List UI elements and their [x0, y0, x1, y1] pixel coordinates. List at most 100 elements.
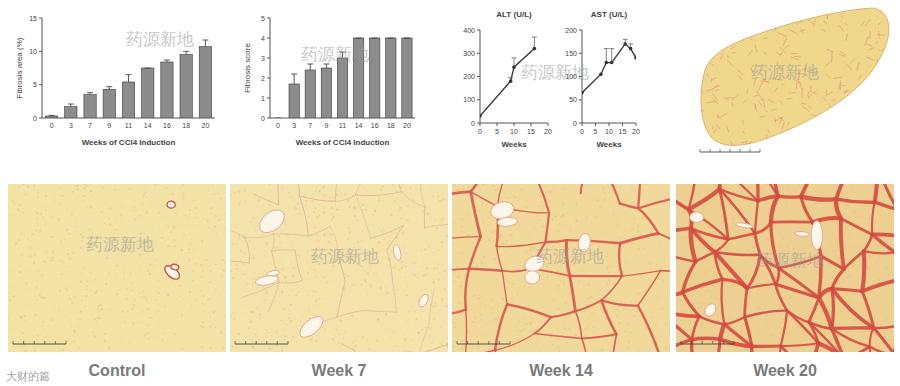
speckle [523, 318, 524, 319]
septum [776, 52, 781, 55]
error-cap [404, 38, 410, 39]
septum [783, 45, 790, 49]
speckle [58, 218, 60, 220]
error-stem [606, 49, 607, 63]
speckle [158, 292, 160, 294]
speckle [521, 189, 523, 191]
speckle [326, 281, 328, 283]
speckle [109, 224, 111, 226]
speckle [530, 322, 532, 324]
speckle [477, 184, 479, 186]
septum [773, 145, 779, 151]
speckle [116, 293, 118, 295]
septum [768, 27, 774, 30]
septum [808, 91, 810, 95]
speckle [148, 270, 149, 271]
septum [882, 132, 888, 133]
speckle [494, 258, 496, 260]
speckle [545, 306, 546, 307]
speckle [376, 273, 378, 275]
y-tick [477, 53, 480, 54]
speckle [239, 201, 241, 203]
speckle [209, 326, 211, 328]
y-tick [267, 18, 270, 19]
speckle [341, 345, 342, 346]
septum [848, 141, 857, 142]
speckle [263, 270, 265, 272]
speckle [220, 197, 222, 199]
fibrous-septum [335, 184, 341, 201]
speckle [200, 290, 202, 292]
speckle [626, 313, 627, 314]
y-tick [579, 99, 582, 100]
speckle [250, 320, 252, 322]
septum [722, 26, 723, 29]
y-tick-label: 100 [463, 96, 475, 103]
speckle [514, 203, 515, 204]
bar [199, 47, 211, 118]
speckle [381, 185, 384, 188]
speckle [255, 333, 257, 335]
fibrous-septum [337, 281, 345, 317]
speckle [592, 326, 594, 328]
y-tick-label: 0 [573, 120, 577, 127]
speckle [23, 339, 25, 341]
septum [848, 102, 853, 104]
septum [854, 89, 857, 93]
speckle [550, 333, 552, 335]
speckle [182, 184, 184, 186]
speckle [425, 248, 427, 250]
speckle [79, 347, 81, 349]
speckle [580, 295, 581, 296]
speckle [353, 284, 355, 286]
speckle [41, 296, 44, 299]
speckle [125, 288, 127, 290]
speckle [84, 188, 86, 190]
speckle [191, 238, 193, 240]
speckle [594, 350, 596, 352]
speckle [585, 327, 587, 329]
septum [793, 18, 797, 25]
speckle [265, 242, 268, 245]
speckle [563, 350, 564, 351]
speckle [199, 325, 201, 327]
speckle [238, 345, 239, 346]
speckle [651, 316, 653, 318]
point [480, 114, 482, 118]
septum [875, 72, 879, 73]
scale-bar [13, 344, 66, 345]
speckle [521, 235, 522, 236]
speckle [566, 213, 567, 214]
speckle [101, 290, 102, 291]
speckle [586, 197, 588, 199]
speckle [27, 228, 28, 229]
speckle [43, 329, 44, 330]
speckle [546, 279, 547, 280]
speckle [242, 263, 244, 265]
error-cap [126, 74, 132, 75]
speckle [316, 235, 318, 237]
speckle [418, 273, 419, 274]
speckle [135, 210, 136, 211]
speckle [21, 277, 23, 279]
fibrous-septum [245, 234, 274, 238]
speckle [625, 198, 626, 199]
septum [835, 128, 838, 136]
speckle [18, 239, 20, 241]
septum [742, 131, 744, 134]
speckle [25, 350, 27, 352]
speckle [485, 324, 486, 325]
septum [814, 6, 819, 11]
septum [837, 3, 840, 9]
speckle [101, 211, 103, 213]
speckle [348, 206, 350, 208]
speckle [34, 307, 35, 308]
septum [815, 118, 818, 120]
speckle [370, 286, 372, 288]
speckle [97, 305, 99, 307]
speckle [453, 323, 455, 325]
speckle [406, 253, 408, 255]
speckle [426, 267, 428, 269]
y-tick-label: 150 [565, 50, 577, 57]
septum [856, 150, 859, 153]
